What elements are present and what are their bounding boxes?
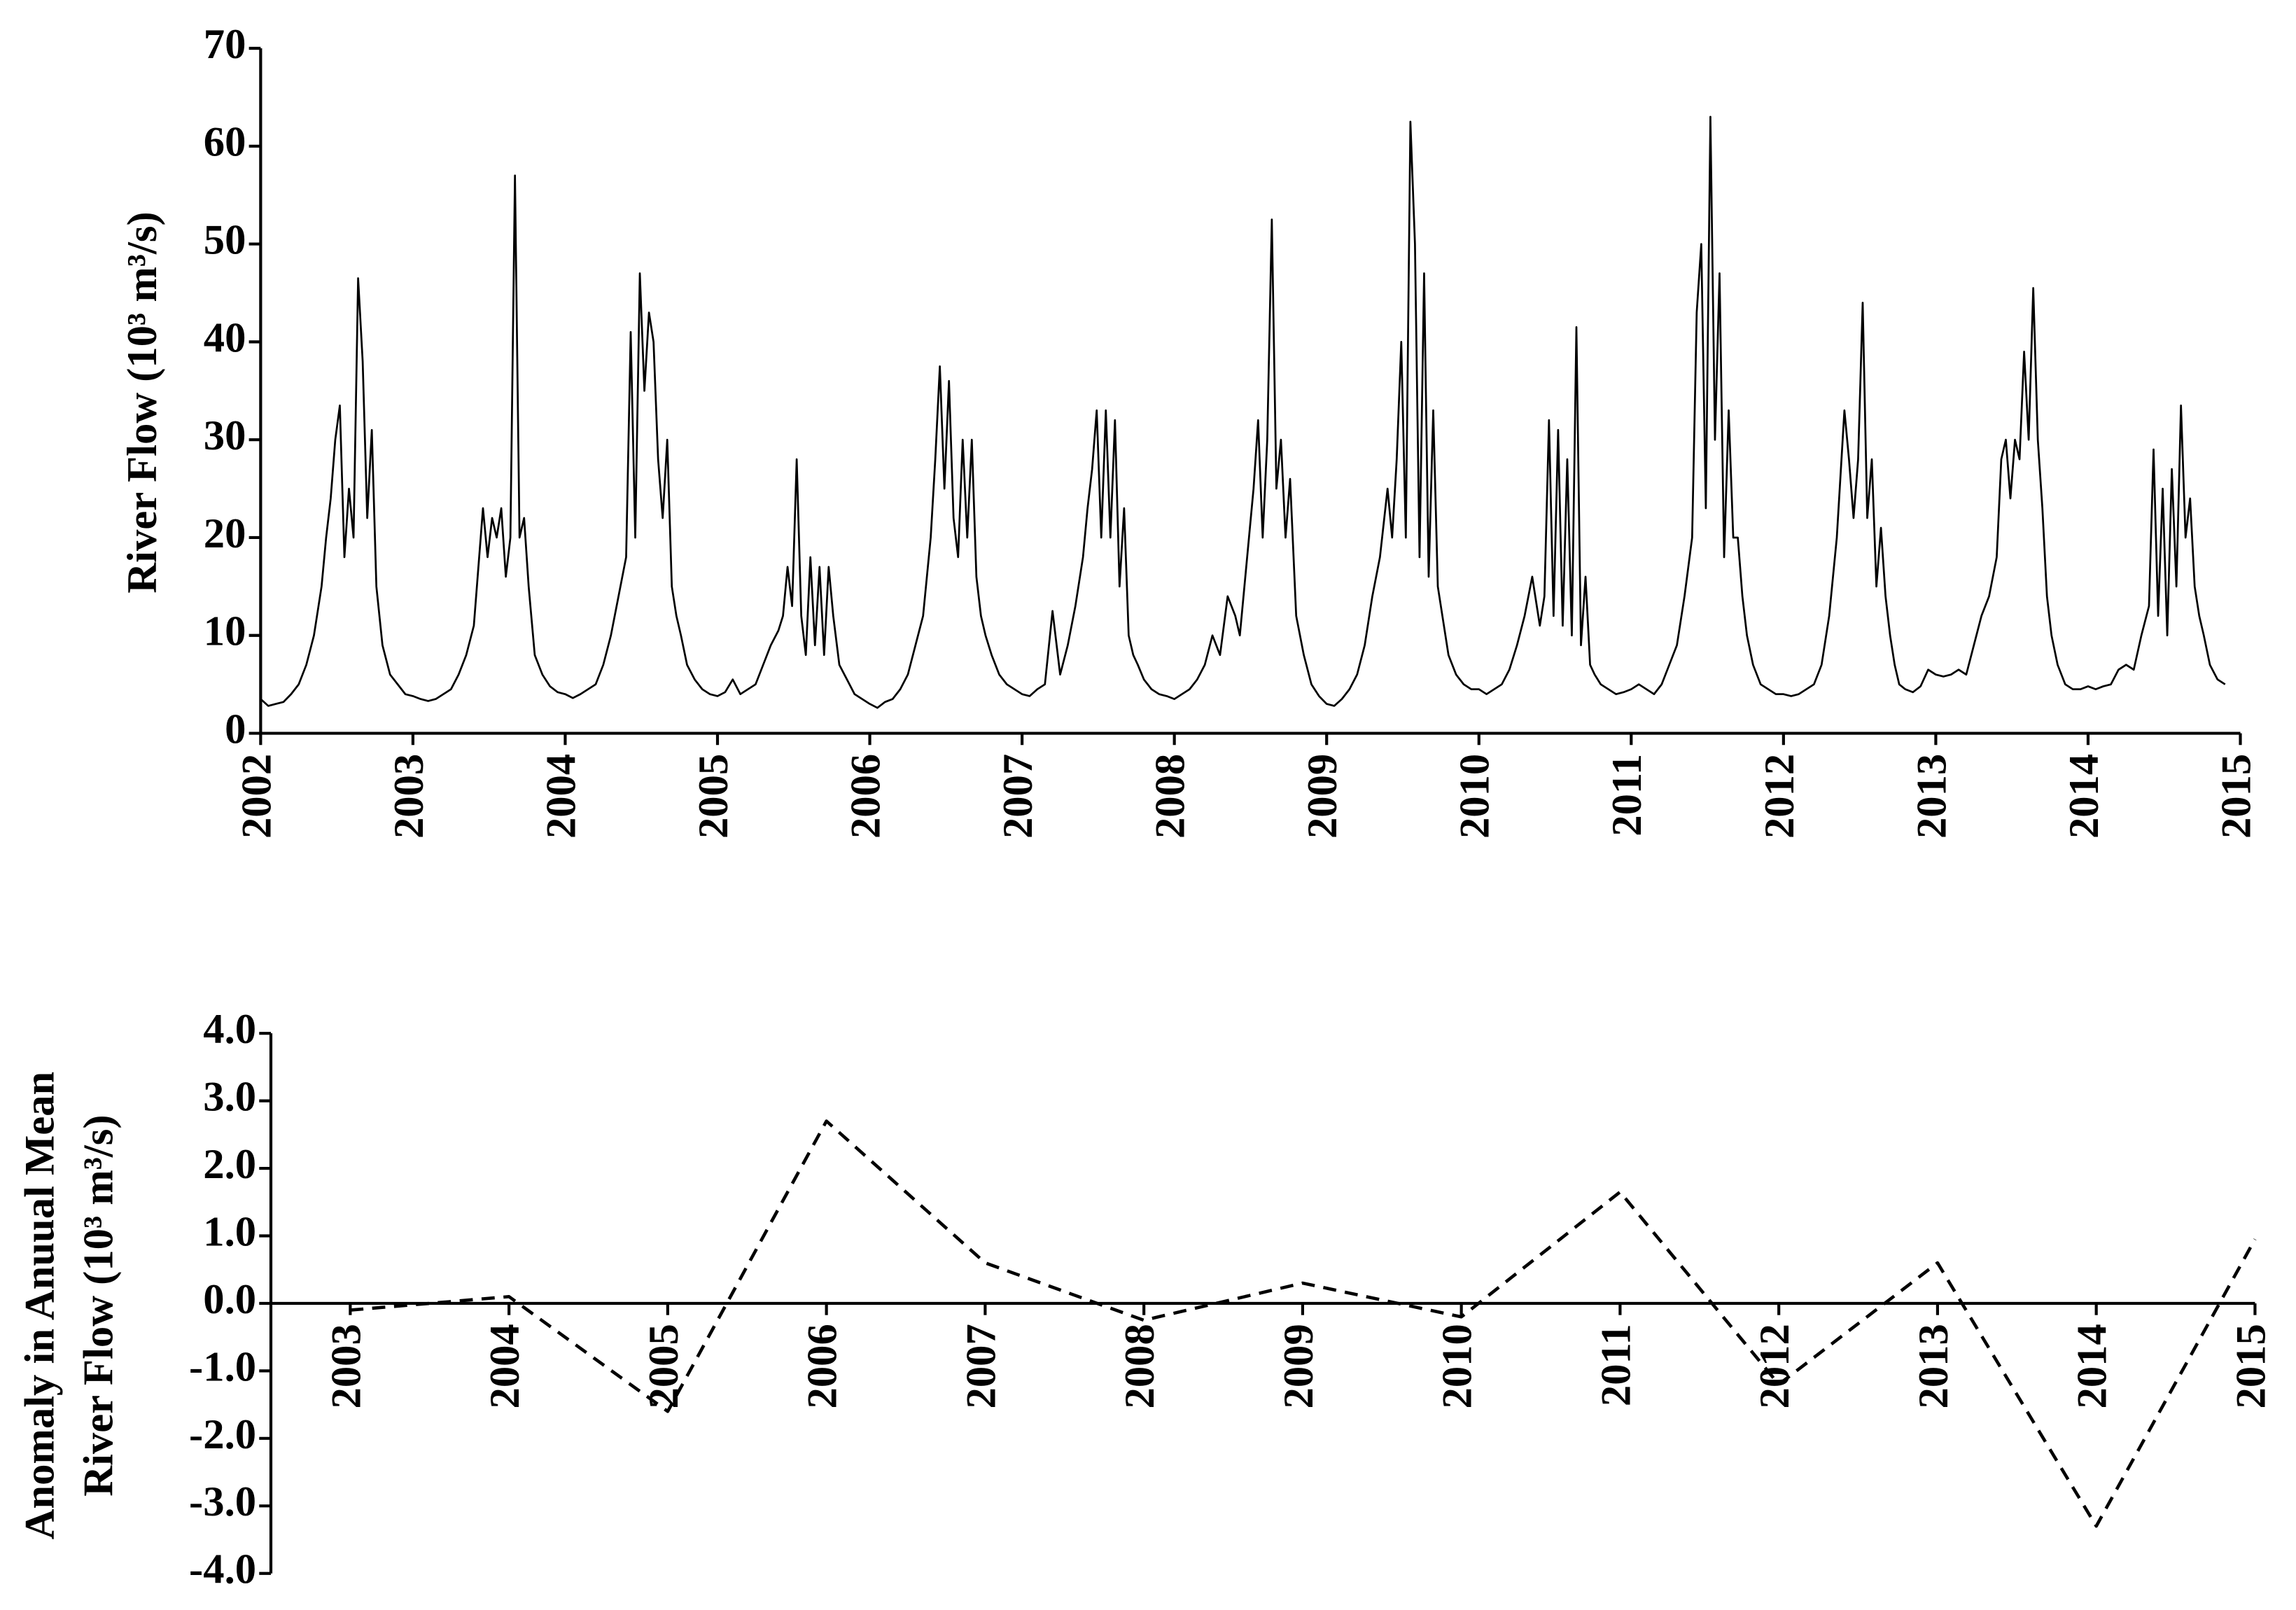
x-tick-label: 2013 (1908, 754, 1955, 839)
y-tick-label: 40 (204, 314, 246, 361)
y-tick-label: 1.0 (203, 1208, 256, 1255)
y-tick-label: 20 (204, 510, 246, 557)
x-tick-label: 2010 (1434, 1324, 1481, 1408)
x-tick-label: 2005 (640, 1324, 687, 1408)
x-tick-label: 2011 (1592, 1324, 1639, 1406)
y-tick-label: 60 (204, 119, 246, 166)
x-tick-label: 2007 (995, 754, 1042, 839)
x-tick-label: 2003 (386, 754, 433, 839)
y-tick-label: 4.0 (203, 1006, 256, 1053)
x-tick-label: 2004 (538, 754, 584, 839)
x-tick-label: 2013 (1910, 1324, 1957, 1408)
x-tick-label: 2002 (233, 754, 280, 839)
x-tick-label: 2010 (1452, 754, 1499, 839)
x-tick-label: 2009 (1275, 1324, 1322, 1408)
x-tick-label: 2005 (690, 754, 737, 839)
x-tick-label: 2015 (2227, 1324, 2274, 1408)
x-tick-label: 2006 (842, 754, 889, 839)
x-tick-label: 2003 (323, 1324, 370, 1408)
x-tick-label: 2008 (1116, 1324, 1163, 1408)
y-axis-label: Anomaly in Anuual Mean (17, 1072, 64, 1540)
y-tick-label: -2.0 (189, 1411, 256, 1458)
x-tick-label: 2014 (2069, 1324, 2116, 1408)
y-tick-label: 3.0 (203, 1074, 256, 1121)
x-tick-label: 2012 (1756, 754, 1803, 839)
x-tick-label: 2008 (1147, 754, 1194, 839)
y-tick-label: 30 (204, 412, 246, 459)
y-tick-label: 0 (225, 706, 246, 752)
x-tick-label: 2009 (1299, 754, 1346, 839)
y-tick-label: 2.0 (203, 1141, 256, 1188)
y-tick-label: 10 (204, 608, 246, 655)
y-tick-label: 70 (204, 21, 246, 68)
x-tick-label: 2006 (799, 1324, 846, 1408)
y-tick-label: -3.0 (189, 1478, 256, 1525)
y-tick-label: 50 (204, 217, 246, 264)
x-tick-label: 2015 (2213, 754, 2260, 839)
y-tick-label: 0.0 (203, 1276, 256, 1323)
x-tick-label: 2007 (958, 1324, 1004, 1408)
y-axis-label: River Flow (10³ m³/s) (119, 211, 166, 593)
x-tick-label: 2012 (1751, 1324, 1798, 1408)
x-tick-label: 2014 (2061, 754, 2108, 839)
data-line (350, 1119, 2257, 1528)
x-tick-label: 2011 (1604, 754, 1651, 836)
y-tick-label: -4.0 (189, 1546, 256, 1593)
data-line (260, 115, 2226, 709)
x-tick-label: 2004 (482, 1324, 528, 1408)
y-axis-label: River Flow (10³ m³/s) (75, 1114, 122, 1496)
y-tick-label: -1.0 (189, 1343, 256, 1390)
